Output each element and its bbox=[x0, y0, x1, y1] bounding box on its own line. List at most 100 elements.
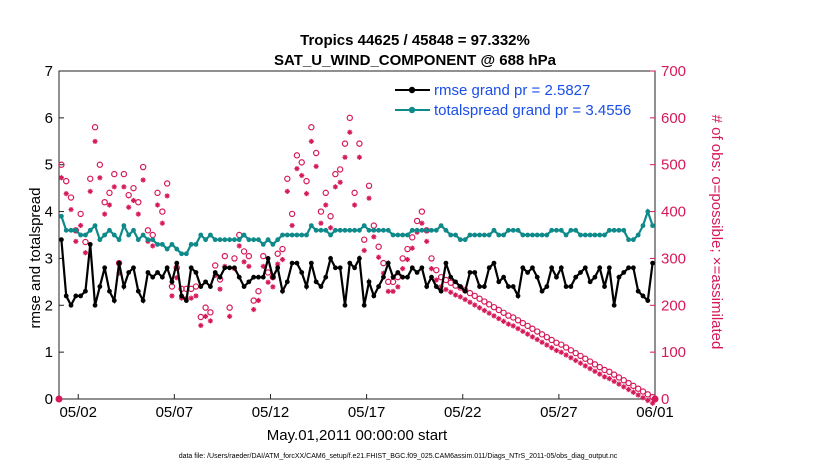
obs-assimilated-point bbox=[327, 225, 334, 231]
rmse-point bbox=[400, 274, 406, 280]
obs-assimilated-point bbox=[587, 366, 593, 372]
obs-possible-point bbox=[418, 208, 426, 215]
obs-assimilated-stroke bbox=[59, 175, 64, 180]
obs-assimilated-stroke bbox=[482, 308, 487, 313]
obs-assimilated-stroke bbox=[150, 243, 155, 249]
rmse-point bbox=[515, 293, 521, 299]
obs-assimilated-point bbox=[611, 378, 617, 384]
obs-assimilated-point bbox=[621, 384, 627, 390]
obs-assimilated-stroke bbox=[515, 326, 521, 331]
obs-assimilated-stroke bbox=[559, 350, 564, 355]
rmse-series-line bbox=[60, 239, 654, 308]
spread-point bbox=[342, 227, 348, 233]
spread-point bbox=[155, 241, 160, 247]
rmse-point bbox=[573, 274, 579, 280]
obs-assimilated-point bbox=[63, 191, 69, 197]
obs-possible-point bbox=[207, 309, 214, 316]
obs-assimilated-point bbox=[150, 243, 156, 249]
obs-possible-point bbox=[577, 352, 584, 360]
spread-point bbox=[491, 227, 497, 233]
obs-possible-point bbox=[510, 314, 517, 321]
obs-assimilated-point bbox=[616, 381, 622, 387]
x-tick-label: 05/07 bbox=[156, 404, 194, 421]
x-tick-label: 05/02 bbox=[59, 404, 97, 421]
obs-possible-point bbox=[548, 336, 555, 344]
spread-point bbox=[265, 237, 271, 243]
spread-point bbox=[534, 232, 540, 238]
obs-assimilated-point bbox=[635, 392, 641, 398]
obs-possible-point bbox=[466, 289, 474, 297]
x-tick-label: 05/12 bbox=[252, 404, 290, 421]
spread-point bbox=[616, 227, 622, 233]
obs-assimilated-point bbox=[111, 184, 117, 190]
obs-possible-point bbox=[481, 298, 488, 305]
spread-point bbox=[520, 232, 526, 238]
obs-possible-point bbox=[245, 252, 253, 260]
legend: rmse grand pr = 2.5827 totalspread grand… bbox=[395, 82, 631, 119]
axes-box bbox=[58, 70, 656, 400]
obs-assimilated-stroke bbox=[87, 189, 93, 194]
spread-point bbox=[650, 223, 655, 229]
obs-assimilated-point bbox=[207, 318, 214, 324]
spread-point bbox=[578, 232, 583, 238]
spread-point bbox=[323, 227, 329, 233]
obs-assimilated-point bbox=[529, 334, 536, 340]
rmse-point bbox=[395, 270, 401, 275]
spread-point bbox=[222, 237, 228, 243]
obs-assimilated-point bbox=[188, 295, 194, 301]
spread-point bbox=[203, 237, 208, 243]
spread-point bbox=[87, 227, 93, 233]
spread-point bbox=[347, 227, 353, 233]
rmse-point bbox=[602, 284, 607, 289]
obs-assimilated-point bbox=[121, 184, 127, 190]
obs-assimilated-stroke bbox=[361, 248, 367, 253]
spread-point bbox=[275, 237, 281, 243]
obs-start-marker bbox=[55, 395, 63, 403]
spread-point bbox=[284, 232, 290, 238]
spread-point bbox=[587, 232, 593, 238]
rmse-point bbox=[376, 284, 382, 289]
rmse-point bbox=[496, 279, 502, 285]
rmse-point bbox=[352, 265, 357, 271]
rmse-point bbox=[347, 260, 353, 266]
obs-assimilated-stroke bbox=[583, 363, 588, 369]
obs-end-marker bbox=[651, 395, 659, 403]
obs-possible-point bbox=[212, 262, 219, 269]
y-axis-label-left: rmse and totalspread bbox=[27, 188, 44, 329]
rmse-point bbox=[630, 265, 636, 271]
obs-possible-point bbox=[490, 303, 498, 311]
obs-assimilated-stroke bbox=[261, 264, 266, 269]
obs-possible-point bbox=[630, 382, 637, 390]
obs-assimilated-stroke bbox=[217, 286, 223, 292]
rmse-point bbox=[78, 293, 84, 299]
spread-point bbox=[568, 227, 574, 233]
obs-assimilated-point bbox=[241, 259, 247, 265]
obs-possible-point bbox=[558, 341, 565, 348]
spread-point bbox=[405, 232, 410, 238]
obs-possible-point bbox=[639, 388, 647, 395]
obs-assimilated-point bbox=[428, 266, 435, 272]
spread-point bbox=[102, 232, 108, 238]
obs-assimilated-stroke bbox=[525, 331, 530, 337]
y-tick-label-right: 500 bbox=[661, 157, 686, 174]
rmse-point bbox=[448, 274, 454, 280]
spread-point bbox=[486, 232, 492, 238]
rmse-point bbox=[472, 270, 478, 275]
obs-assimilated-point bbox=[601, 374, 608, 380]
spread-point bbox=[510, 227, 516, 233]
spread-point bbox=[92, 223, 98, 229]
data-file-footer: data file: /Users/raeder/DAI/ATM_forcXX/… bbox=[179, 453, 618, 460]
rmse-point bbox=[520, 265, 526, 271]
obs-assimilated-point bbox=[534, 336, 540, 343]
obs-assimilated-point bbox=[270, 284, 276, 290]
obs-assimilated-point bbox=[409, 245, 415, 251]
obs-assimilated-point bbox=[126, 204, 132, 210]
obs-assimilated-point bbox=[154, 202, 161, 208]
obs-possible-point bbox=[514, 317, 522, 324]
obs-assimilated-point bbox=[476, 305, 483, 311]
y-tick-label-left: 6 bbox=[45, 110, 53, 127]
obs-assimilated-point bbox=[130, 197, 137, 204]
obs-possible-point bbox=[284, 175, 291, 182]
obs-assimilated-point bbox=[106, 202, 113, 208]
